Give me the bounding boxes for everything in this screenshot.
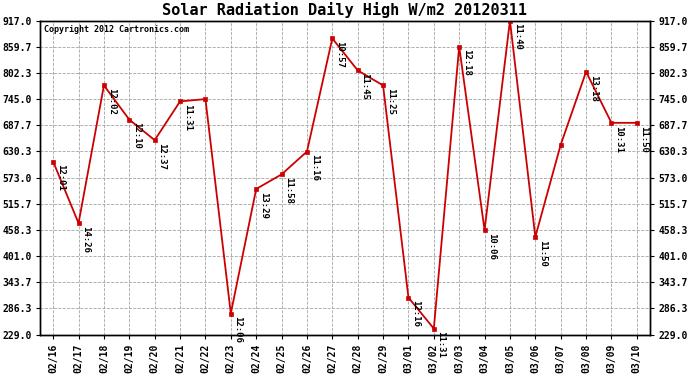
Text: 11:31: 11:31 [183,104,192,131]
Text: 12:06: 12:06 [234,316,243,343]
Text: 12:02: 12:02 [107,88,116,115]
Text: 11:45: 11:45 [360,73,369,100]
Text: 12:37: 12:37 [157,143,166,170]
Text: 12:10: 12:10 [132,122,141,149]
Text: 13:29: 13:29 [259,192,268,219]
Text: 11:50: 11:50 [640,126,649,153]
Text: Copyright 2012 Cartronics.com: Copyright 2012 Cartronics.com [43,26,188,34]
Text: 12:16: 12:16 [411,300,420,327]
Text: 10:57: 10:57 [335,41,344,68]
Text: 12:18: 12:18 [462,50,471,76]
Text: 11:40: 11:40 [513,23,522,50]
Text: 10:31: 10:31 [614,126,623,153]
Text: 10:06: 10:06 [487,233,496,260]
Text: 11:25: 11:25 [386,88,395,115]
Text: 13:18: 13:18 [589,75,598,101]
Text: 11:31: 11:31 [437,332,446,358]
Text: 12:01: 12:01 [56,164,65,191]
Text: 11:50: 11:50 [538,240,547,267]
Text: 14:26: 14:26 [81,226,90,253]
Text: 11:58: 11:58 [284,177,293,204]
Title: Solar Radiation Daily High W/m2 20120311: Solar Radiation Daily High W/m2 20120311 [163,2,527,18]
Text: 11:16: 11:16 [310,154,319,181]
